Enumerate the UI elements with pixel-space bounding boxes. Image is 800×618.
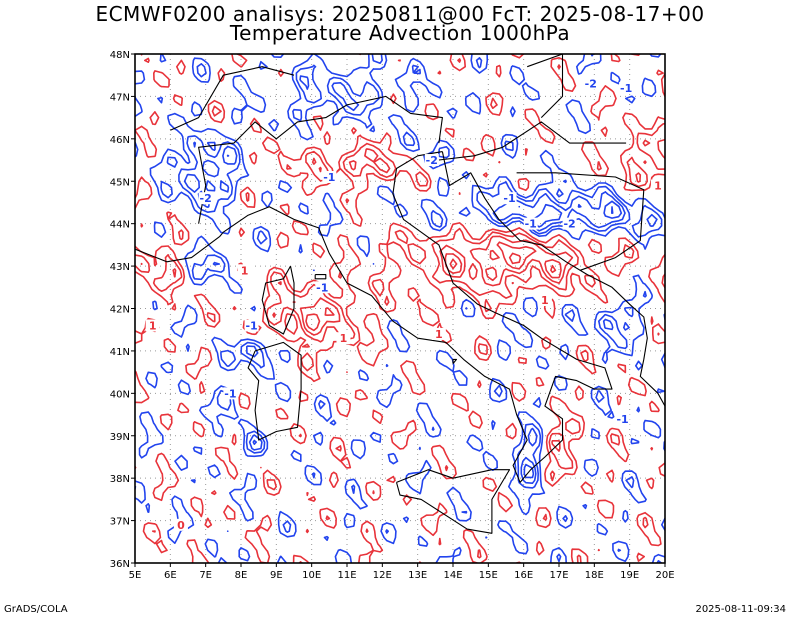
coastline: [261, 265, 295, 335]
contour-label: 1: [435, 328, 443, 341]
contour-label-bg: [322, 171, 337, 184]
lat-tick-label: 43N: [110, 262, 130, 273]
lat-tick-label: 36N: [110, 559, 130, 570]
contour-label-bg: [244, 319, 259, 332]
contour-label: -1: [323, 171, 335, 184]
lat-tick-label: 40N: [110, 389, 130, 400]
contour-label-bg: [431, 327, 446, 340]
coastline: [452, 358, 458, 364]
contour-label-bg: [315, 281, 330, 294]
contour-label-bg: [223, 387, 238, 400]
cold-contour: [183, 75, 658, 484]
lat-tick-label: 37N: [110, 517, 130, 528]
lat-tick-label: 44N: [110, 220, 130, 231]
contour-label-bg: [502, 192, 517, 205]
contour-label-bg: [650, 179, 665, 192]
contour-label-bg: [173, 518, 188, 531]
contour-label-bg: [198, 192, 213, 205]
lon-tick-label: 11E: [337, 570, 356, 581]
lon-tick-label: 17E: [549, 570, 568, 581]
lon-tick-label: 7E: [199, 570, 212, 581]
contour-label: -2: [426, 154, 438, 167]
chart-subtitle: Temperature Advection 1000hPa: [229, 21, 571, 45]
contour-label: -1: [224, 387, 236, 400]
lon-tick-label: 16E: [514, 570, 533, 581]
lon-tick-label: 13E: [408, 570, 427, 581]
coastline: [395, 469, 511, 534]
lat-tick-label: 48N: [110, 50, 130, 61]
contour-label: -1: [525, 218, 537, 231]
lon-tick-label: 6E: [164, 570, 177, 581]
coastline: [438, 121, 627, 161]
coastline: [135, 231, 224, 263]
coastline: [527, 54, 564, 118]
lon-tick-label: 18E: [585, 570, 604, 581]
contour-label: -1: [316, 281, 328, 294]
lat-tick-label: 39N: [110, 432, 130, 443]
contour-label-bg: [537, 294, 552, 307]
contour-label-bg: [619, 81, 634, 94]
coastline: [441, 151, 665, 407]
cold-contour: [135, 54, 663, 563]
lon-tick-label: 10E: [302, 570, 321, 581]
lat-tick-label: 42N: [110, 305, 130, 316]
contour-label: -2: [200, 192, 212, 205]
contour-label-bg: [424, 154, 439, 167]
lat-tick-label: 46N: [110, 135, 130, 146]
lon-tick-label: 12E: [373, 570, 392, 581]
lat-tick-label: 38N: [110, 474, 130, 485]
contour-label-bg: [615, 412, 630, 425]
contour-label-bg: [237, 264, 252, 277]
contour-label-bg: [145, 319, 160, 332]
contour-label: 1: [654, 179, 662, 192]
coastline-borders: [135, 54, 665, 534]
contour-label-bg: [562, 217, 577, 230]
warm-contour: [449, 252, 557, 274]
lat-tick-label: 45N: [110, 177, 130, 188]
contour-labels: -2 -1 1 -1 -2 -2 -1 -1 -1 -2 1 1 -1 1 1 -1 0 -1 1: [145, 77, 665, 532]
axis-ticks: 5E 6E 7E 8E 9E 10E 11E 12E 13E 14E 15E 16E 17E 18E 19E…: [110, 50, 675, 581]
coastline: [314, 274, 327, 280]
contour-label: -2: [585, 78, 597, 91]
coastline: [247, 341, 302, 441]
contour-label: 1: [149, 319, 157, 332]
footer-software: GrADS/COLA: [4, 604, 68, 615]
coastline: [516, 172, 645, 271]
contour-label: -1: [245, 319, 257, 332]
contour-label: -1: [616, 413, 628, 426]
contour-label: -1: [620, 82, 632, 95]
coastline: [222, 151, 613, 483]
coastline: [170, 66, 295, 131]
contour-label: 1: [241, 264, 249, 277]
contour-label: -2: [563, 218, 575, 231]
lat-tick-label: 41N: [110, 347, 130, 358]
contour-label-bg: [583, 77, 598, 90]
lon-tick-label: 9E: [270, 570, 283, 581]
coastline: [198, 95, 443, 224]
chart-title: ECMWF0200 analisys: 20250811@00 FcT: 202…: [95, 2, 705, 26]
contour-label: 1: [541, 294, 549, 307]
lon-tick-label: 14E: [443, 570, 462, 581]
lon-tick-label: 8E: [235, 570, 248, 581]
lon-tick-label: 19E: [620, 570, 639, 581]
lon-tick-label: 5E: [129, 570, 142, 581]
contour-label-bg: [336, 332, 351, 345]
contour-label-bg: [523, 217, 538, 230]
warm-contour: [140, 139, 651, 452]
contour-label: 1: [340, 332, 348, 345]
footer-timestamp: 2025-08-11-09:34: [695, 604, 786, 615]
lat-tick-label: 47N: [110, 92, 130, 103]
contour-label: -1: [503, 192, 515, 205]
contour-label: 0: [177, 519, 185, 532]
cold-contour: [611, 206, 614, 214]
lon-tick-label: 15E: [479, 570, 498, 581]
lon-tick-label: 20E: [655, 570, 674, 581]
